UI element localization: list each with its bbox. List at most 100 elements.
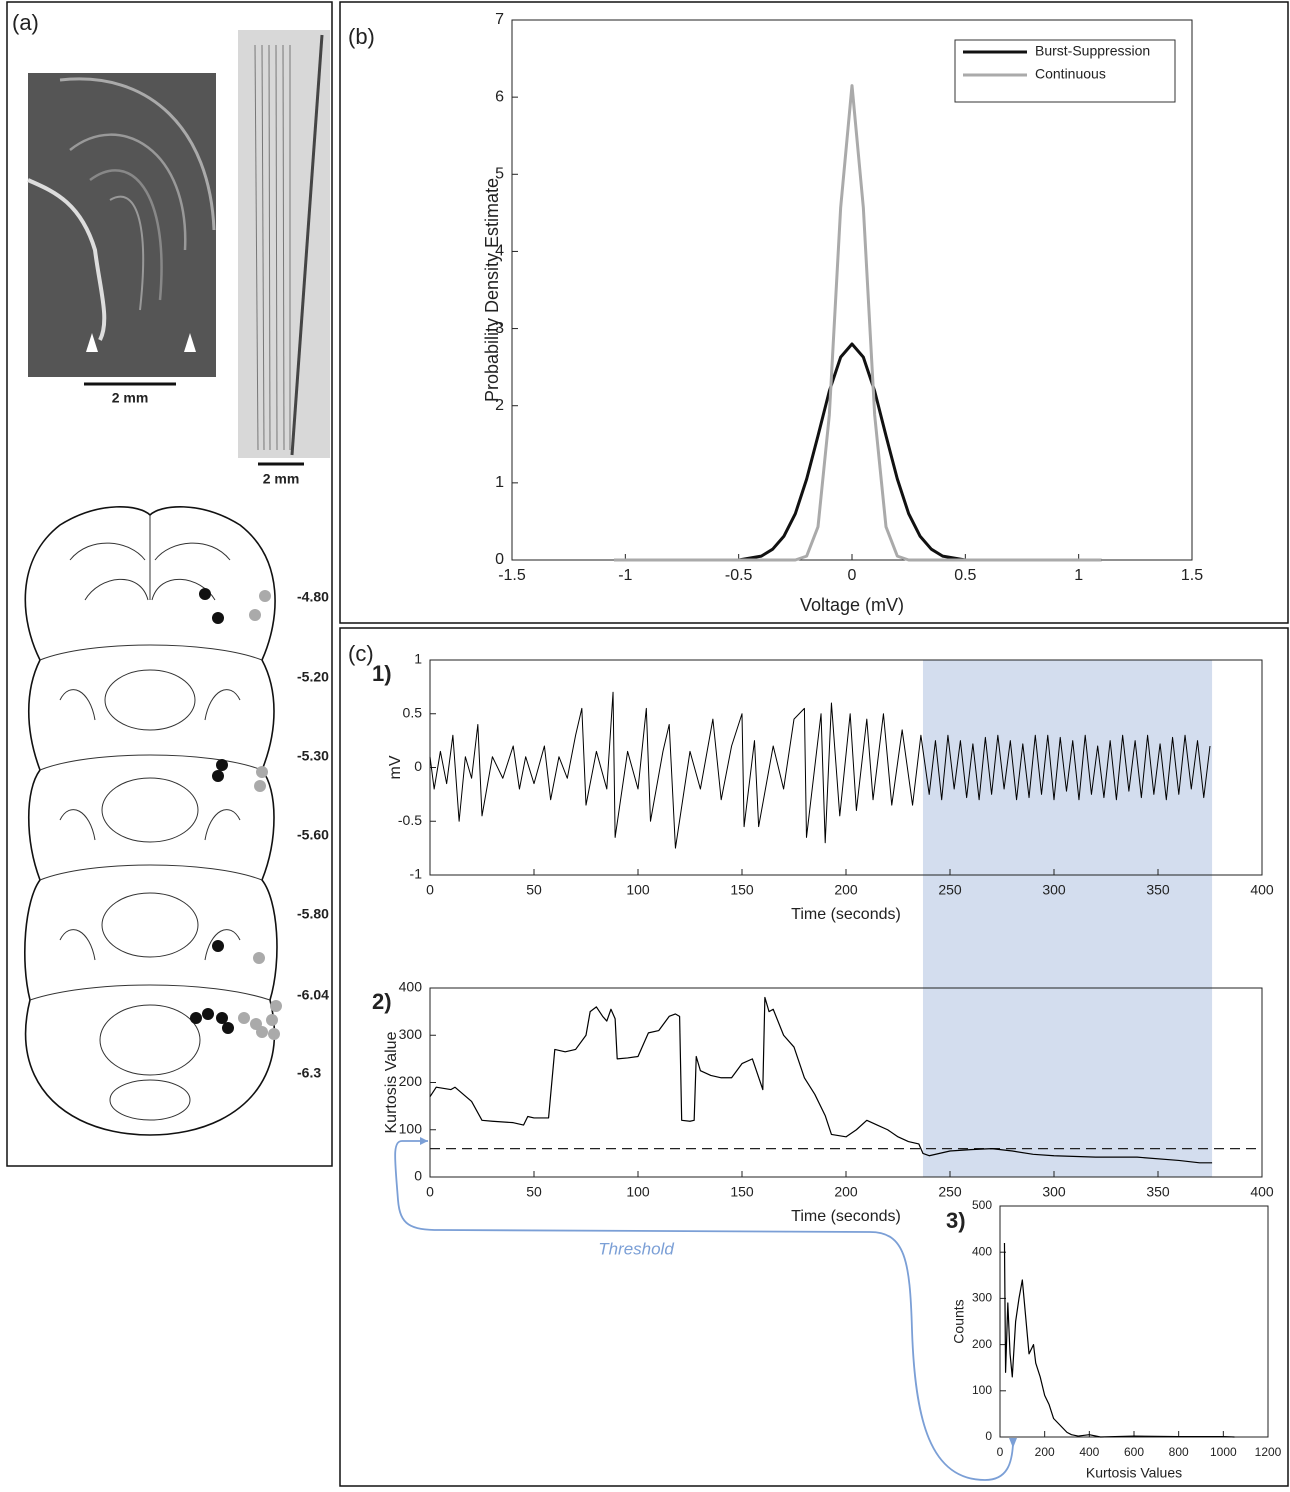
y-tick-label: 0 [985, 1429, 992, 1443]
shade-layer [922, 660, 1213, 1177]
x-tick-label: 50 [526, 1184, 542, 1200]
y-tick-label: 400 [399, 979, 423, 995]
plot-frame [999, 1205, 1269, 1438]
x-tick-label: -1.5 [498, 567, 526, 584]
x-tick-label: 1200 [1255, 1445, 1282, 1459]
level-label: -6.3 [297, 1065, 321, 1081]
panel-frame [339, 1, 1289, 624]
y-tick-label: 0.5 [403, 704, 423, 720]
y-tick-label: 400 [972, 1244, 992, 1258]
x-tick-label: 300 [1042, 1184, 1066, 1200]
panel-label: (b) [348, 24, 375, 49]
subplot-label: 3) [946, 1208, 966, 1233]
level-label: -5.60 [297, 827, 329, 843]
x-tick-label: -0.5 [725, 567, 753, 584]
data-line [429, 996, 1213, 1164]
level-label: -5.80 [297, 906, 329, 922]
y-tick-label: 2 [495, 397, 504, 414]
annotation: Threshold [598, 1239, 674, 1258]
y-tick-label: 0 [414, 1168, 422, 1184]
x-tick-label: 200 [834, 882, 858, 898]
x-tick-label: 250 [938, 1184, 962, 1200]
y-tick-label: 200 [399, 1073, 423, 1089]
level-label: -5.30 [297, 748, 329, 764]
data-line [614, 342, 1102, 562]
x-tick-label: 100 [626, 1184, 650, 1200]
y-tick-label: 100 [399, 1120, 423, 1136]
panel-frame [6, 1, 333, 1167]
data-line [614, 84, 1102, 562]
y-tick-label: -0.5 [398, 812, 422, 828]
x-tick-label: 150 [730, 882, 754, 898]
scale-label: 2 mm [112, 390, 149, 406]
level-label: -5.20 [297, 669, 329, 685]
x-tick-label: 250 [938, 882, 962, 898]
x-tick-label: 0.5 [954, 567, 976, 584]
x-tick-label: 150 [730, 1184, 754, 1200]
y-axis-label: mV [387, 755, 404, 779]
y-axis-label: Probability Density Estimate [482, 178, 502, 402]
x-tick-label: 100 [626, 882, 650, 898]
x-tick-label: 400 [1250, 1184, 1274, 1200]
subplot-label: 2) [372, 989, 392, 1014]
y-axis-label: Kurtosis Value [383, 1031, 400, 1133]
x-tick-label: 400 [1079, 1445, 1099, 1459]
y-tick-label: 500 [972, 1198, 992, 1212]
x-tick-label: 0 [426, 882, 434, 898]
x-tick-label: 800 [1169, 1445, 1189, 1459]
y-tick-label: -1 [410, 866, 423, 882]
level-label: -4.80 [297, 589, 329, 605]
panel-label: (c) [348, 641, 374, 666]
level-label: -6.04 [297, 987, 329, 1003]
panel-label: (a) [12, 10, 39, 35]
electrode-image [238, 30, 330, 458]
y-tick-label: 7 [495, 11, 504, 28]
data-line [429, 691, 1211, 849]
panel-frame [339, 627, 1289, 1487]
y-tick-label: 100 [972, 1383, 992, 1397]
x-tick-label: 1 [1074, 567, 1083, 584]
x-tick-label: -1 [618, 567, 632, 584]
x-tick-label: 0 [997, 1445, 1004, 1459]
atlas-sections [24, 506, 278, 1136]
highlight-region [922, 660, 1213, 1177]
x-tick-label: 200 [1035, 1445, 1055, 1459]
y-tick-label: 1 [495, 474, 504, 491]
x-axis-label: Kurtosis Values [1086, 1465, 1182, 1481]
x-tick-label: 1.5 [1181, 567, 1203, 584]
x-axis-label: Time (seconds) [791, 1208, 901, 1225]
x-tick-label: 50 [526, 882, 542, 898]
legend-label: Continuous [1035, 66, 1106, 82]
x-axis-label: Time (seconds) [791, 906, 901, 923]
y-tick-label: 300 [399, 1026, 423, 1042]
y-tick-label: 3 [495, 320, 504, 337]
y-tick-label: 200 [972, 1337, 992, 1351]
y-axis-label: Counts [951, 1299, 967, 1343]
y-tick-label: 300 [972, 1291, 992, 1305]
x-tick-label: 0 [426, 1184, 434, 1200]
x-tick-label: 600 [1124, 1445, 1144, 1459]
arrow-head [420, 1137, 1017, 1448]
electrode-sites [190, 588, 282, 1040]
x-tick-label: 350 [1146, 882, 1170, 898]
histology-image [27, 73, 216, 377]
scale-label: 2 mm [263, 471, 300, 487]
threshold-arrow [394, 1140, 1014, 1481]
subplot-label: 1) [372, 661, 392, 686]
y-tick-label: 0 [414, 758, 422, 774]
legend-box [954, 39, 1176, 103]
data-line [1003, 1242, 1235, 1438]
x-tick-label: 400 [1250, 882, 1274, 898]
x-tick-label: 300 [1042, 882, 1066, 898]
x-tick-label: 350 [1146, 1184, 1170, 1200]
y-tick-label: 0 [495, 551, 504, 568]
x-tick-label: 1000 [1210, 1445, 1237, 1459]
y-tick-label: 6 [495, 88, 504, 105]
x-axis-label: Voltage (mV) [800, 595, 904, 615]
y-tick-label: 4 [495, 243, 504, 260]
y-tick-label: 5 [495, 166, 504, 183]
legend-label: Burst-Suppression [1035, 43, 1150, 59]
x-tick-label: 200 [834, 1184, 858, 1200]
y-tick-label: 1 [414, 651, 422, 667]
